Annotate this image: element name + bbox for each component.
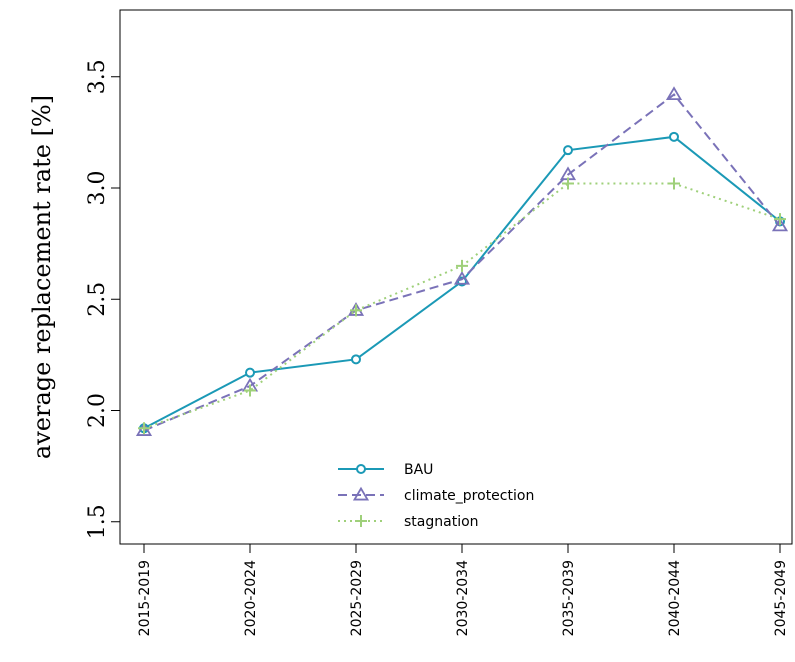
- legend-label: BAU: [404, 462, 433, 478]
- x-tick-label: 2015-2019: [137, 560, 153, 636]
- data-point: [456, 259, 468, 272]
- x-tick-label: 2045-2049: [773, 560, 789, 636]
- legend-marker: [355, 515, 367, 527]
- y-tick-label: 2.5: [85, 282, 110, 317]
- data-point: [350, 304, 362, 317]
- x-tick-label: 2030-2034: [455, 560, 471, 636]
- y-tick-label: 2.0: [85, 393, 110, 428]
- legend: BAU climate_protection stagnation: [338, 462, 534, 530]
- legend-marker: [356, 464, 366, 474]
- y-tick-label: 3.0: [85, 171, 110, 206]
- y-tick-label: 1.5: [85, 504, 110, 539]
- legend-item: climate_protection: [338, 486, 534, 504]
- x-tick-label: 2020-2024: [243, 560, 259, 636]
- data-point: [351, 354, 361, 365]
- data-point: [771, 217, 789, 232]
- data-point: [245, 367, 255, 378]
- series-line: [143, 182, 781, 430]
- series-group: [135, 86, 789, 436]
- x-axis: 2015-2019 2020-2024 2025-2029 2030-2034 2035…: [137, 543, 789, 636]
- y-tick-label: 3.5: [85, 59, 110, 94]
- legend-label: climate_protection: [404, 488, 534, 504]
- data-point: [453, 270, 471, 285]
- y-axis: 1.5 2.0 2.5 3.0 3.5: [85, 59, 121, 539]
- data-point: [138, 422, 150, 435]
- legend-marker: [352, 486, 370, 501]
- x-tick-label: 2025-2029: [349, 560, 365, 636]
- data-point: [669, 131, 679, 142]
- legend-item: BAU: [338, 462, 433, 478]
- data-point: [562, 177, 574, 190]
- legend-label: stagnation: [404, 514, 479, 530]
- data-point: [244, 384, 256, 397]
- data-point: [668, 177, 680, 190]
- series-stagnation: [138, 177, 786, 435]
- series-BAU: [139, 131, 785, 434]
- x-tick-label: 2040-2044: [667, 560, 683, 636]
- data-point: [665, 86, 683, 100]
- data-point: [563, 145, 573, 156]
- plot-frame: [119, 9, 793, 545]
- y-axis-label: average replacement rate [%]: [28, 95, 56, 459]
- x-tick-label: 2035-2039: [561, 560, 577, 636]
- data-point: [135, 422, 153, 436]
- data-point: [774, 213, 786, 226]
- legend-item: stagnation: [338, 514, 479, 530]
